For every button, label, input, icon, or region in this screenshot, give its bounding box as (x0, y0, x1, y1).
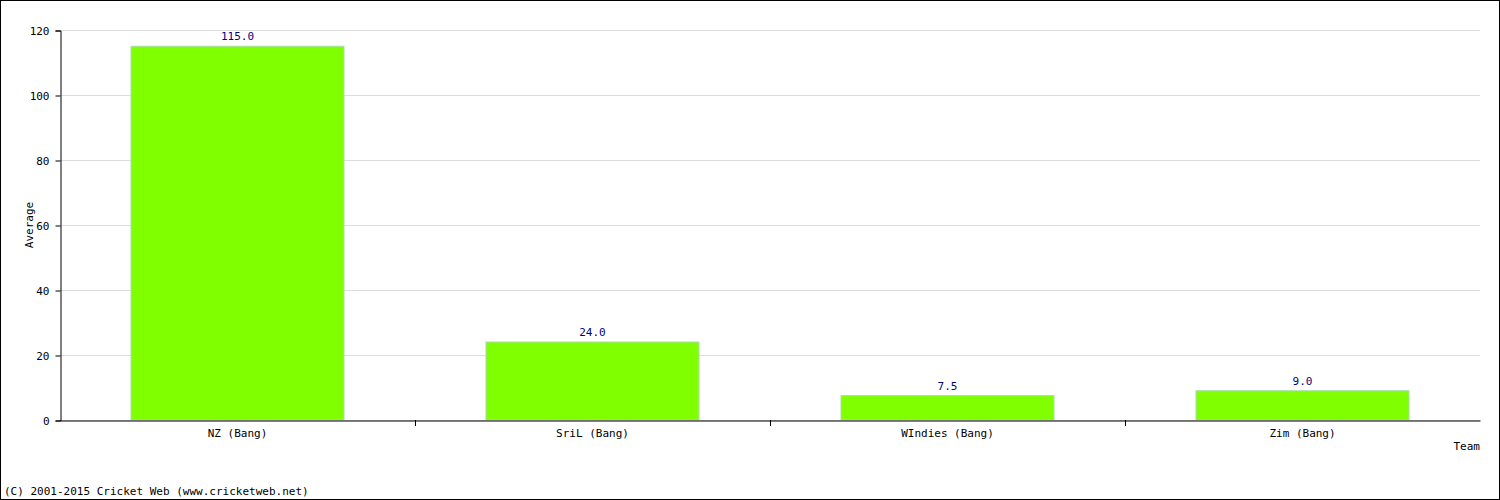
x-separator (1125, 420, 1126, 426)
y-tick-label: 80 (36, 155, 49, 168)
y-tick-label: 20 (36, 350, 49, 363)
x-axis: NZ (Bang) SriL (Bang) WIndies (Bang) Zim (B… (61, 421, 1481, 441)
y-tick-label: 40 (36, 285, 49, 298)
x-separator (415, 420, 416, 426)
data-label: 24.0 (579, 326, 606, 339)
x-tick: WIndies (Bang) (901, 421, 994, 441)
grid-line (60, 30, 1480, 31)
x-tick: NZ (Bang) (208, 421, 268, 441)
y-tick-mark (56, 96, 61, 97)
y-tick-mark (56, 161, 61, 162)
copyright: (C) 2001-2015 Cricket Web (www.cricketwe… (4, 485, 309, 498)
y-tick-mark (56, 291, 61, 292)
y-tick: 120 (30, 25, 61, 38)
y-tick: 60 (36, 220, 60, 233)
x-separators (416, 420, 1126, 426)
x-tick-label: NZ (Bang) (208, 427, 268, 440)
x-tick: SriL (Bang) (556, 421, 629, 441)
chart-svg: 115.0 24.0 7.5 9.0 0 20 40 60 80 100 120 NZ (Bang) S… (0, 0, 1500, 500)
y-tick: 100 (30, 90, 61, 103)
y-tick: 40 (36, 285, 60, 298)
x-tick: Zim (Bang) (1269, 421, 1335, 441)
y-tick-label: 120 (30, 25, 50, 38)
bars (131, 46, 1409, 420)
bar (131, 46, 344, 420)
bar (486, 342, 699, 420)
x-tick-label: WIndies (Bang) (901, 427, 994, 440)
data-label: 9.0 (1293, 375, 1313, 388)
bar (1196, 391, 1409, 420)
y-axis-title: Average (23, 202, 36, 248)
y-tick: 0 (43, 415, 61, 428)
y-tick-mark (56, 356, 61, 357)
data-label: 7.5 (938, 380, 958, 393)
y-tick-mark (56, 226, 61, 227)
x-tick-label: SriL (Bang) (556, 427, 629, 440)
y-axis-line (56, 31, 62, 421)
y-tick-label: 60 (36, 220, 49, 233)
x-tick-label: Zim (Bang) (1269, 427, 1335, 440)
background (1, 1, 1500, 500)
x-axis-title: Team (1454, 440, 1481, 453)
grid (60, 31, 1480, 421)
y-tick-mark (56, 31, 61, 32)
y-tick: 80 (36, 155, 60, 168)
data-labels: 115.0 24.0 7.5 9.0 (221, 30, 1313, 392)
annotations: (C) 2001-2015 Cricket Web (www.cricketwe… (4, 485, 309, 498)
bar (841, 396, 1054, 420)
y-tick-mark (56, 421, 61, 422)
y-tick-label: 0 (43, 415, 50, 428)
y-tick: 20 (36, 350, 60, 363)
y-tick-label: 100 (30, 90, 50, 103)
x-separator (770, 420, 771, 426)
chart-container: 115.0 24.0 7.5 9.0 0 20 40 60 80 100 120 NZ (Bang) S… (0, 0, 1500, 500)
data-label: 115.0 (221, 30, 254, 43)
